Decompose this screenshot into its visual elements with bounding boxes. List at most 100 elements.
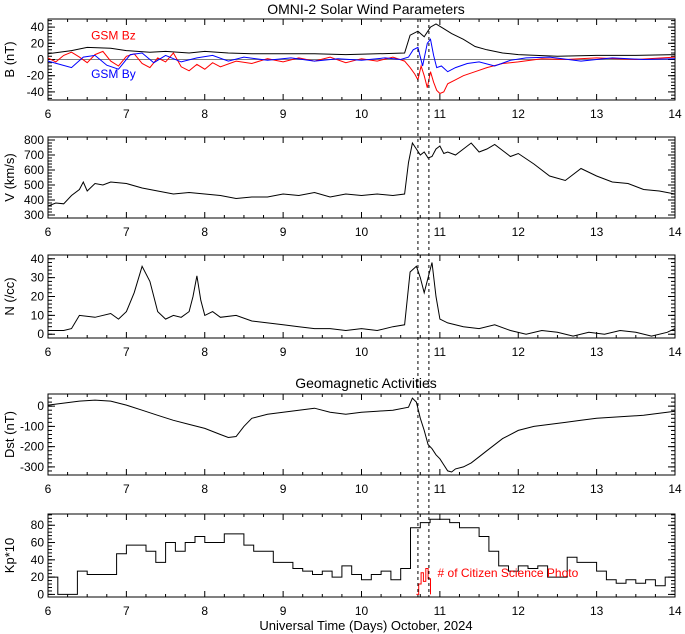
- series-label: GSM Bz: [91, 28, 136, 42]
- x-tick-label: 13: [590, 482, 604, 496]
- x-tick-label: 11: [434, 345, 447, 359]
- y-tick-label: 40: [31, 20, 45, 34]
- x-tick-label: 7: [123, 345, 130, 359]
- y-tick-label: -200: [20, 440, 44, 454]
- series-photos: [416, 568, 431, 595]
- y-tick-label: -40: [27, 85, 45, 99]
- x-tick-label: 8: [201, 345, 208, 359]
- y-tick-label: -20: [27, 69, 45, 83]
- y-axis-label: B (nT): [2, 41, 17, 77]
- y-tick-label: -100: [20, 419, 44, 433]
- x-tick-label: 6: [45, 225, 52, 239]
- series-label: GSM By: [91, 67, 136, 81]
- series-bt: [48, 23, 675, 57]
- x-tick-label: 8: [201, 482, 208, 496]
- x-tick-label: 7: [123, 482, 130, 496]
- y-tick-label: 0: [37, 399, 44, 413]
- x-tick-label: 9: [280, 604, 287, 618]
- x-tick-label: 9: [280, 482, 287, 496]
- y-tick-label: 40: [31, 252, 45, 266]
- x-tick-label: 12: [512, 345, 526, 359]
- y-tick-label: 0: [37, 53, 44, 67]
- series-n: [48, 262, 675, 337]
- x-tick-label: 13: [590, 604, 604, 618]
- x-tick-label: 14: [668, 107, 682, 121]
- panel-b: 6 7 8 9 10 11 12 13 14 -40 -20 0 20 40 B (nT) GSM Bz GSM…: [2, 18, 682, 121]
- y-tick-label: 300: [24, 208, 44, 222]
- photo-annotation: # of Citizen Science Photo: [438, 566, 579, 580]
- x-tick-label: 8: [201, 225, 208, 239]
- x-tick-label: 10: [355, 225, 369, 239]
- y-tick-label: 10: [31, 308, 45, 322]
- x-tick-label: 6: [45, 107, 52, 121]
- x-tick-label: 13: [590, 107, 604, 121]
- series-dst: [48, 397, 675, 473]
- x-tick-label: 10: [355, 604, 369, 618]
- y-tick-label: 30: [31, 271, 45, 285]
- y-tick-label: 400: [24, 193, 44, 207]
- y-axis-label: V (km/s): [2, 153, 17, 201]
- x-tick-label: 7: [123, 225, 130, 239]
- x-tick-label: 11: [434, 107, 447, 121]
- x-tick-label: 12: [512, 225, 526, 239]
- x-tick-label: 14: [668, 345, 682, 359]
- x-tick-label: 13: [590, 225, 604, 239]
- y-tick-label: 0: [37, 327, 44, 341]
- x-tick-label: 11: [434, 482, 447, 496]
- y-tick-label: 500: [24, 178, 44, 192]
- x-tick-label: 6: [45, 482, 52, 496]
- y-tick-label: 700: [24, 148, 44, 162]
- geomagnetic-title: Geomagnetic Activities: [295, 375, 437, 391]
- y-tick-label: 40: [31, 553, 45, 567]
- x-tick-label: 8: [201, 107, 208, 121]
- x-tick-label: 13: [590, 345, 604, 359]
- x-tick-label: 10: [355, 107, 369, 121]
- series-by: [48, 38, 675, 73]
- solar-wind-title: OMNI-2 Solar Wind Parameters: [267, 1, 465, 17]
- plot-frame: [47, 136, 676, 219]
- x-tick-label: 9: [280, 225, 287, 239]
- y-tick-label: 60: [31, 536, 45, 550]
- x-tick-label: 6: [45, 345, 52, 359]
- x-tick-label: 12: [512, 482, 526, 496]
- x-tick-label: 14: [668, 482, 682, 496]
- x-tick-label: 11: [434, 225, 447, 239]
- y-axis-label: Kp*10: [2, 538, 17, 573]
- y-axis-label: Dst (nT): [2, 411, 17, 458]
- series-v: [48, 141, 675, 207]
- panel-n: 6 7 8 9 10 11 12 13 14 0 10 20 30 40 N (/cc): [2, 252, 682, 359]
- x-tick-label: 11: [434, 604, 447, 618]
- x-tick-label: 12: [512, 107, 526, 121]
- x-tick-label: 14: [668, 225, 682, 239]
- x-tick-label: 12: [512, 604, 526, 618]
- series-bz: [48, 50, 675, 95]
- x-tick-label: 8: [201, 604, 208, 618]
- plot-frame: [47, 393, 676, 476]
- y-tick-label: 80: [31, 518, 45, 532]
- y-tick-label: 0: [37, 587, 44, 601]
- y-tick-label: 20: [31, 290, 45, 304]
- panel-kp: 6 7 8 9 10 11 12 13 14 0 20 40 60 80 Kp*10 # of Citizen…: [2, 513, 682, 618]
- series-kp: [48, 518, 675, 595]
- y-axis-label: N (/cc): [2, 277, 17, 315]
- y-tick-label: 20: [31, 36, 45, 50]
- panel-dst: 6 7 8 9 10 11 12 13 14 -300 -200 -100 0 Dst (nT): [2, 393, 682, 496]
- event-markers: [417, 19, 430, 597]
- y-tick-label: 600: [24, 163, 44, 177]
- x-tick-label: 14: [668, 604, 682, 618]
- plot-frame: [47, 513, 676, 598]
- x-tick-label: 10: [355, 345, 369, 359]
- y-tick-label: -300: [20, 460, 44, 474]
- x-tick-label: 7: [123, 107, 130, 121]
- y-tick-label: 20: [31, 570, 45, 584]
- x-tick-label: 9: [280, 345, 287, 359]
- x-tick-label: 7: [123, 604, 130, 618]
- x-tick-label: 10: [355, 482, 369, 496]
- x-tick-label: 6: [45, 604, 52, 618]
- x-axis-label: Universal Time (Days) October, 2024: [259, 618, 472, 633]
- x-tick-label: 9: [280, 107, 287, 121]
- y-tick-label: 800: [24, 133, 44, 147]
